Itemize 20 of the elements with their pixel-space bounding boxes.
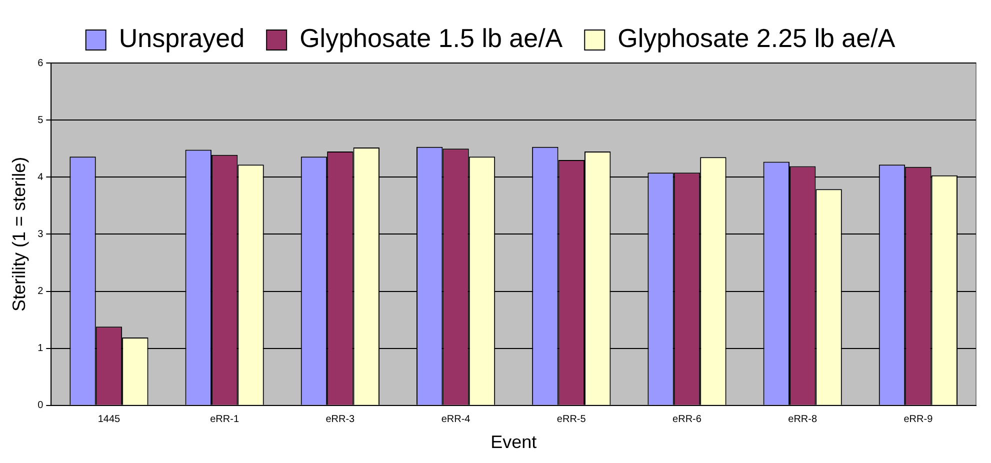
legend-label: Glyphosate 1.5 lb ae/A: [300, 23, 564, 54]
x-tick-label: eRR-6: [672, 414, 702, 426]
x-tick-label: eRR-5: [556, 414, 586, 426]
x-tick-label: eRR-3: [326, 414, 356, 426]
x-tick-label: eRR-4: [441, 414, 471, 426]
y-tick-label: 1: [38, 343, 44, 354]
x-tick-label: eRR-1: [210, 414, 240, 426]
x-tick-label: eRR-9: [904, 414, 934, 426]
y-tick-label: 2: [38, 286, 44, 298]
y-tick-label: 3: [38, 228, 44, 240]
y-tick-label: 0: [38, 400, 44, 412]
y-axis-title: Sterility (1 = sterile): [8, 156, 29, 312]
y-tick-label: 6: [38, 58, 44, 69]
y-tick-label: 5: [38, 114, 44, 126]
x-tick-label: 1445: [98, 414, 121, 426]
legend-label: Glyphosate 2.25 lb ae/A: [618, 23, 896, 54]
x-tick-label: eRR-8: [788, 414, 818, 426]
x-axis-title: Event: [490, 432, 537, 452]
y-tick-label: 4: [38, 172, 44, 183]
legend-label: Unsprayed: [118, 23, 245, 54]
